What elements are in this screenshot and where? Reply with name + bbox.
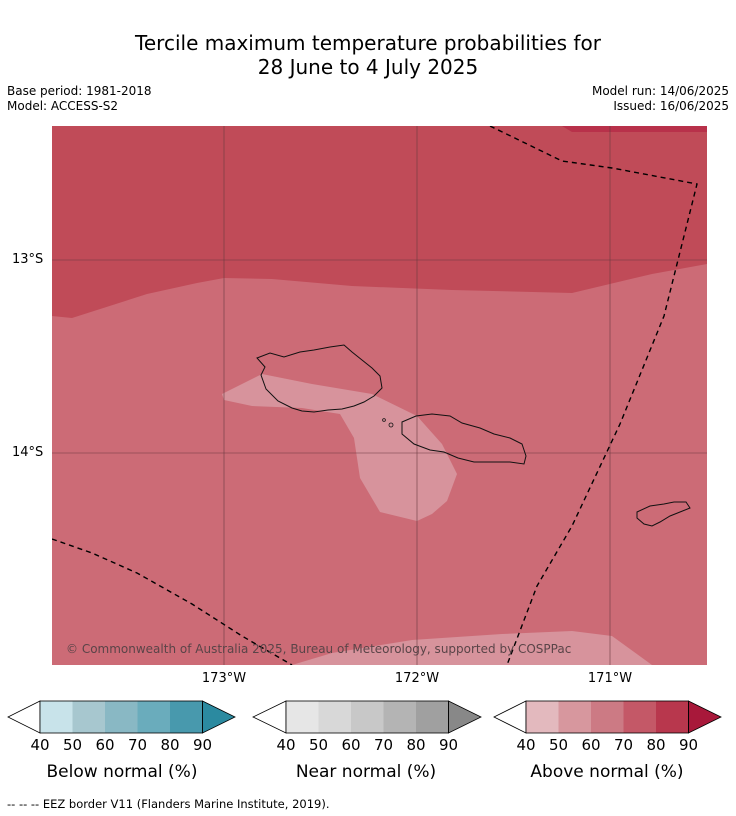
legend-above-min-arrow (493, 700, 527, 734)
legend-near-swatch (351, 701, 384, 733)
chart-title: Tercile maximum temperature probabilitie… (0, 31, 736, 79)
legend-near-min-arrow (252, 700, 287, 734)
legend-above-swatch (656, 701, 689, 733)
legend-below-swatch (72, 701, 105, 733)
legend-tick: 60 (581, 736, 601, 754)
island-tutuila (636, 501, 691, 527)
legend-colorbars (7, 700, 722, 734)
legend-above-title: Above normal (%) (530, 762, 684, 782)
legend-above-swatch (623, 701, 656, 733)
legend-below-max-arrow (202, 701, 235, 733)
legend-near-swatch (383, 701, 416, 733)
legend-tick: 80 (646, 736, 666, 754)
legend-tick: 60 (95, 736, 115, 754)
map-canvas (52, 126, 707, 665)
legend-below-title: Below normal (%) (46, 762, 198, 782)
legend-tick: 40 (30, 736, 50, 754)
legend-above-swatch (591, 701, 624, 733)
base-period: Base period: 1981-2018 (7, 84, 152, 98)
title-line-1: Tercile maximum temperature probabilitie… (135, 31, 601, 55)
region-above-90 (562, 126, 707, 132)
legend-below-swatch (170, 701, 203, 733)
legend-near-swatch (416, 701, 449, 733)
legend-below-swatch (40, 701, 73, 733)
legend-above-swatch (526, 701, 559, 733)
lat-label-14s: 14°S (12, 445, 44, 460)
eez-border-east (489, 126, 698, 665)
legend-tick: 40 (516, 736, 536, 754)
legend-tick: 80 (406, 736, 426, 754)
meta-left: Base period: 1981-2018 Model: ACCESS-S2 (7, 84, 152, 114)
legend-tick: 90 (192, 736, 213, 754)
legend-below-normal (7, 700, 236, 734)
title-line-2: 28 June to 4 July 2025 (257, 55, 479, 79)
island-savaii (256, 344, 383, 413)
legend-tick: 90 (678, 736, 699, 754)
legend-near-title: Near normal (%) (295, 762, 437, 782)
lon-label-172w: 172°W (394, 671, 440, 686)
legend-tick: 90 (438, 736, 459, 754)
region-above-60-70-south (292, 631, 652, 665)
legend-near-normal (252, 700, 482, 734)
island-apolima (388, 422, 394, 428)
legend-near-swatch (286, 701, 319, 733)
island-manono (382, 418, 386, 422)
legend-tick: 70 (127, 736, 148, 754)
legend-tick: 50 (308, 736, 329, 754)
legend-below-swatch (105, 701, 138, 733)
legend-tick: 80 (160, 736, 180, 754)
island-upolu (401, 413, 527, 465)
legend-tick: 70 (373, 736, 394, 754)
region-above-60-70 (222, 374, 457, 521)
legend-below-swatch (137, 701, 170, 733)
legend-above-normal (493, 700, 722, 734)
graticule (52, 126, 707, 665)
meta-right: Model run: 14/06/2025 Issued: 16/06/2025 (592, 84, 729, 114)
copyright-notice: © Commonwealth of Australia 2025, Bureau… (66, 642, 572, 656)
legend-above-swatch (558, 701, 591, 733)
lon-label-171w: 171°W (587, 671, 633, 686)
eez-footnote: -- -- -- EEZ border V11 (Flanders Marine… (7, 797, 330, 811)
legend-tick: 70 (613, 736, 634, 754)
eez-border (52, 126, 698, 665)
lon-label-173w: 173°W (201, 671, 247, 686)
model-name: Model: ACCESS-S2 (7, 99, 119, 113)
legend-tick: 40 (276, 736, 296, 754)
legend-tick: 50 (62, 736, 83, 754)
issued-date: Issued: 16/06/2025 (613, 99, 729, 113)
model-run: Model run: 14/06/2025 (591, 84, 729, 98)
lat-label-13s: 13°S (12, 252, 44, 267)
legend-above-max-arrow (688, 701, 721, 733)
legend-tick: 50 (548, 736, 569, 754)
map-panel (52, 126, 707, 665)
legend-near-swatch (318, 701, 351, 733)
legend-below-min-arrow (7, 700, 41, 734)
legend-near-max-arrow (448, 701, 481, 733)
region-above-80-90 (52, 126, 707, 318)
legend-tick: 60 (341, 736, 361, 754)
